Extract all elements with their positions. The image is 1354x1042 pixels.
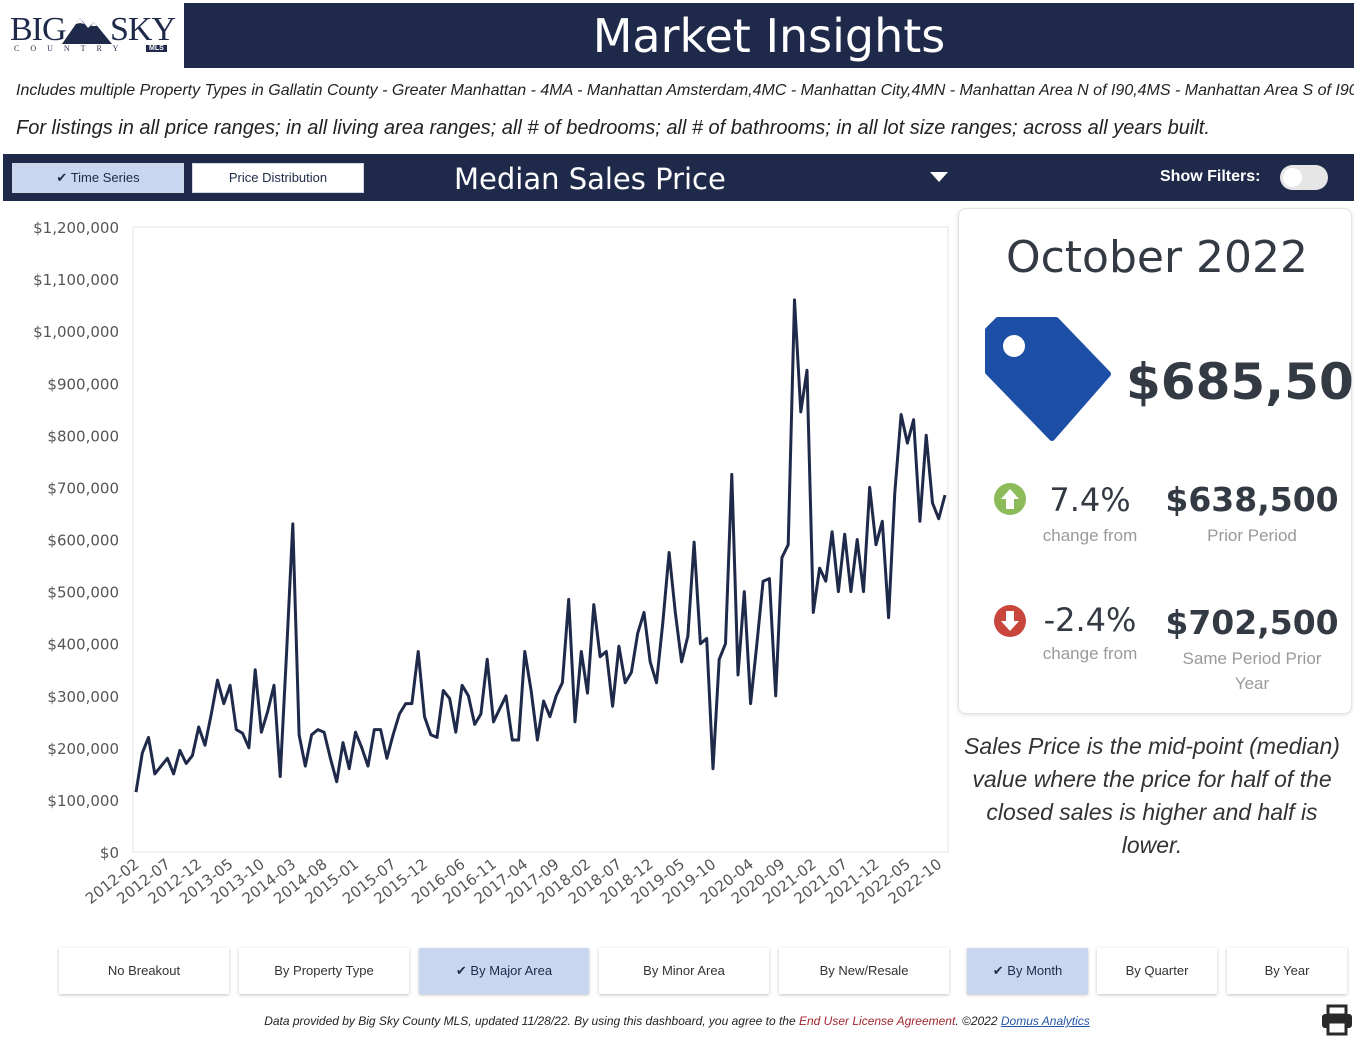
time-series-label: Time Series (70, 170, 140, 185)
property-filter-summary: Includes multiple Property Types in Gall… (16, 82, 1354, 99)
listing-filter-summary: For listings in all price ranges; in all… (16, 117, 1210, 139)
change-prior-label: change from (1042, 526, 1138, 545)
domus-analytics-link[interactable]: Domus Analytics (1000, 1014, 1090, 1028)
by-major-area-label: By Major Area (470, 963, 553, 978)
same-period-prior-year-value: $702,500 (1165, 603, 1339, 642)
y-tick-label: $900,000 (47, 375, 119, 393)
by-year-label: By Year (1264, 963, 1310, 978)
chevron-down-icon[interactable] (930, 172, 948, 182)
by-major-area-button[interactable]: ✔ By Major Area (419, 948, 589, 994)
kpi-card (958, 208, 1352, 714)
check-icon: ✔ (992, 963, 1008, 978)
y-tick-label: $600,000 (47, 532, 119, 550)
y-tick-label: $300,000 (47, 688, 119, 706)
no-breakout-label: No Breakout (107, 963, 181, 978)
footer-text: Data provided by Big Sky County MLS, upd… (264, 1014, 796, 1028)
median-price-series-line (134, 298, 947, 793)
show-filters-label: Show Filters: (1160, 168, 1261, 185)
no-breakout-button[interactable]: No Breakout (59, 948, 229, 994)
mountain-logo-icon (62, 18, 112, 44)
kpi-current-value: $685,500 (1126, 353, 1354, 411)
y-tick-label: $800,000 (47, 427, 119, 445)
print-icon[interactable] (1320, 1004, 1354, 1036)
change-year-percent: -2.4% (1043, 601, 1137, 639)
y-tick-label: $500,000 (47, 584, 119, 602)
y-tick-label: $1,200,000 (33, 219, 119, 237)
by-new-resale-button[interactable]: By New/Resale (779, 948, 949, 994)
price-distribution-label: Price Distribution (228, 170, 328, 185)
y-tick-label: $1,000,000 (33, 323, 119, 341)
by-month-label: By Month (1007, 963, 1063, 978)
by-month-button[interactable]: ✔ By Month (967, 948, 1088, 994)
measure-dropdown-label: Median Sales Price (454, 162, 726, 196)
chart-gridlines (132, 226, 949, 853)
y-tick-label: $400,000 (47, 636, 119, 654)
eula-link[interactable]: End User License Agreement (799, 1014, 956, 1028)
arrow-up-icon (994, 483, 1026, 515)
y-tick-label: $200,000 (47, 740, 119, 758)
time-series-button[interactable]: ✔ Time Series (12, 163, 184, 193)
kpi-period: October 2022 (1005, 232, 1309, 283)
by-property-type-label: By Property Type (274, 963, 374, 978)
same-period-prior-year-label: Same Period Prior Year (1182, 649, 1322, 693)
by-quarter-button[interactable]: By Quarter (1097, 948, 1217, 994)
median-price-line-chart: $0 $100,000 $200,000 $300,000 $400,000 $500,0… (33, 219, 949, 908)
by-year-button[interactable]: By Year (1227, 948, 1347, 994)
y-axis-ticks: $0 $100,000 $200,000 $300,000 $400,000 $500,0… (33, 219, 119, 862)
footer: Data provided by Big Sky County MLS, upd… (0, 1014, 1354, 1028)
median-definition-note: Sales Price is the mid-point (median) va… (964, 733, 1340, 858)
y-tick-label: $700,000 (47, 479, 119, 497)
check-icon: ✔ (455, 963, 471, 978)
page-title: Market Insights (592, 9, 946, 63)
prior-period-label: Prior Period (1207, 526, 1297, 545)
price-distribution-button[interactable]: Price Distribution (192, 163, 364, 193)
by-minor-area-button[interactable]: By Minor Area (599, 948, 769, 994)
y-tick-label: $1,100,000 (33, 271, 119, 289)
check-icon: ✔ (56, 170, 68, 185)
by-quarter-label: By Quarter (1125, 963, 1189, 978)
prior-period-value: $638,500 (1165, 480, 1339, 519)
title-bar (184, 3, 1354, 68)
logo-word-big: BIG (10, 11, 67, 48)
y-tick-label: $0 (100, 844, 119, 862)
logo-badge-mls: MLS (146, 45, 167, 52)
arrow-down-icon (994, 605, 1026, 637)
logo-word-country: COUNTRY (14, 44, 130, 53)
by-new-resale-label: By New/Resale (819, 963, 909, 978)
change-prior-percent: 7.4% (1049, 481, 1131, 519)
plot-area-border (132, 226, 949, 853)
toggle-knob (1283, 168, 1302, 187)
by-minor-area-label: By Minor Area (643, 963, 725, 978)
y-tick-label: $100,000 (47, 792, 119, 810)
price-tag-icon (985, 317, 1111, 441)
change-year-label: change from (1042, 644, 1138, 663)
footer-copyright: . ©2022 (955, 1014, 998, 1028)
by-property-type-button[interactable]: By Property Type (239, 948, 409, 994)
logo-word-sky: SKY (110, 11, 176, 48)
x-axis-ticks: 2012-022012-072012-122013-052013-102014-… (82, 855, 945, 908)
